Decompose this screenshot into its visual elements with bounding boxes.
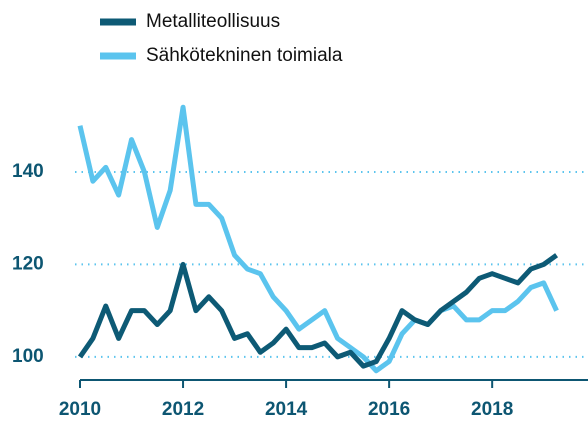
x-tick-label: 2018 bbox=[471, 399, 513, 420]
x-tick-label: 2010 bbox=[59, 399, 101, 420]
x-tick-label: 2016 bbox=[368, 399, 410, 420]
series-line bbox=[77, 253, 559, 369]
y-tick-label: 140 bbox=[12, 161, 44, 182]
series-line bbox=[77, 104, 559, 374]
y-tick-label: 100 bbox=[12, 346, 44, 367]
x-tick-label: 2014 bbox=[265, 399, 308, 420]
x-tick-label: 2012 bbox=[162, 399, 204, 420]
y-tick-label: 120 bbox=[12, 253, 44, 274]
legend-label: Metalliteollisuus bbox=[146, 11, 280, 32]
legend-label: Sähkötekninen toimiala bbox=[146, 45, 343, 66]
